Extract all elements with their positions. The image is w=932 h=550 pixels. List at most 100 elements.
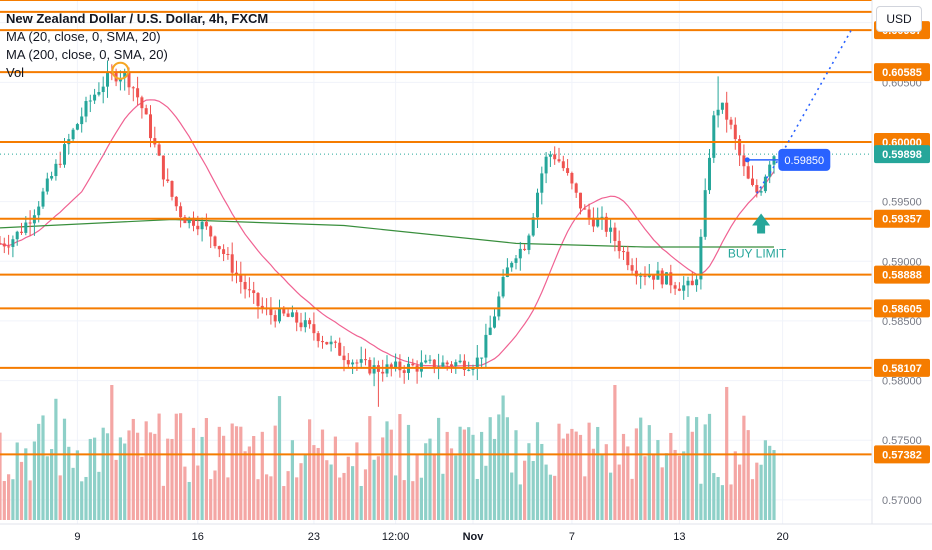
volume-bar bbox=[303, 454, 307, 520]
candle-body bbox=[458, 360, 462, 363]
time-tick-label: 7 bbox=[569, 531, 575, 543]
ma200-legend[interactable]: MA (200, close, 0, SMA, 20) bbox=[6, 47, 168, 62]
candle-body bbox=[695, 279, 699, 286]
volume-bar bbox=[127, 430, 131, 520]
volume-bar bbox=[230, 423, 234, 520]
volume-legend[interactable]: Vol bbox=[6, 65, 25, 80]
candle-body bbox=[136, 88, 140, 98]
candle-body bbox=[24, 222, 28, 233]
level-price-tag[interactable] bbox=[874, 63, 930, 82]
volume-bar bbox=[690, 431, 694, 520]
candle-body bbox=[570, 172, 574, 184]
candle-body bbox=[45, 178, 49, 192]
candle-body bbox=[101, 86, 105, 93]
candle-body bbox=[394, 361, 398, 368]
volume-bar bbox=[252, 436, 256, 520]
volume-bar bbox=[196, 465, 200, 520]
level-price-tag[interactable] bbox=[874, 209, 930, 228]
last-price-tag[interactable] bbox=[874, 145, 930, 164]
volume-bar bbox=[505, 417, 509, 520]
volume-bar bbox=[161, 485, 165, 520]
candle-body bbox=[127, 72, 131, 88]
volume-bar bbox=[389, 429, 393, 520]
order-tag[interactable] bbox=[778, 148, 831, 171]
candle-body bbox=[303, 320, 307, 328]
volume-bar bbox=[200, 436, 204, 520]
volume-bar bbox=[105, 433, 110, 520]
candle-body bbox=[484, 334, 488, 358]
volume-bar bbox=[234, 426, 239, 520]
candle-body bbox=[2, 243, 6, 247]
candle-body bbox=[50, 176, 54, 179]
volume-bar bbox=[308, 419, 312, 520]
volume-bar bbox=[587, 422, 591, 520]
candle-body bbox=[669, 272, 673, 286]
horizontal-levels[interactable] bbox=[0, 0, 872, 545]
price-tick-label: 0.57000 bbox=[882, 495, 922, 507]
volume-bar bbox=[609, 472, 613, 520]
level-price-tag[interactable] bbox=[874, 445, 930, 464]
candle-body bbox=[196, 225, 200, 230]
volume-bar bbox=[260, 431, 264, 520]
level-price-tag[interactable] bbox=[874, 265, 930, 284]
ma200-line bbox=[0, 218, 774, 248]
volume-bar bbox=[733, 451, 737, 520]
time-tick-label: 12:00 bbox=[382, 531, 410, 543]
candle-body bbox=[720, 102, 724, 110]
volume-bar bbox=[222, 435, 226, 520]
candle-body bbox=[733, 124, 737, 140]
candle-body bbox=[381, 371, 385, 374]
volume-bar bbox=[518, 484, 522, 520]
symbol-title[interactable]: New Zealand Dollar / U.S. Dollar, 4h, FX… bbox=[6, 11, 269, 26]
candle-body bbox=[604, 216, 608, 232]
volume-bar bbox=[424, 443, 428, 520]
candle-body bbox=[643, 275, 647, 277]
candle-body bbox=[230, 254, 234, 273]
volume-bar bbox=[256, 479, 260, 520]
volume-bar bbox=[394, 475, 398, 520]
candle-body bbox=[54, 163, 58, 177]
level-price-tag[interactable] bbox=[874, 299, 930, 318]
candle-body bbox=[690, 280, 694, 286]
volume-bar bbox=[101, 427, 105, 520]
volume-bar bbox=[62, 418, 67, 520]
candle-body bbox=[600, 216, 604, 218]
volume-bar bbox=[265, 474, 269, 520]
volume-bar bbox=[643, 456, 647, 520]
candle-body bbox=[488, 327, 492, 335]
candle-body bbox=[179, 206, 183, 218]
candle-body bbox=[338, 342, 342, 356]
volume-bar bbox=[475, 478, 479, 520]
ma20-legend[interactable]: MA (20, close, 0, SMA, 20) bbox=[6, 29, 161, 44]
time-tick-label: 23 bbox=[308, 531, 320, 543]
candle-body bbox=[75, 124, 79, 130]
buy-limit-label: BUY LIMIT bbox=[728, 247, 787, 261]
volume-bar bbox=[630, 478, 634, 520]
level-price-tag[interactable] bbox=[874, 358, 930, 377]
candle-body bbox=[548, 154, 552, 157]
candle-body bbox=[699, 236, 703, 280]
volume-bar bbox=[613, 385, 617, 520]
price-axis[interactable]: 0.610000.605000.600000.595000.590000.585… bbox=[871, 0, 932, 550]
candle-body bbox=[660, 270, 664, 285]
volume-bar bbox=[75, 450, 79, 520]
time-axis[interactable]: 9 16 23 12:00 Nov 7 13 20 bbox=[0, 523, 932, 550]
volume-bar bbox=[15, 442, 19, 520]
candle-body bbox=[299, 322, 303, 328]
time-tick-label: 9 bbox=[74, 531, 80, 543]
candle-body bbox=[333, 341, 337, 343]
volume-bar bbox=[639, 417, 643, 520]
volume-bar bbox=[566, 433, 570, 520]
candle-body bbox=[544, 156, 548, 174]
volume-bar bbox=[652, 454, 656, 520]
candle-body bbox=[617, 240, 621, 252]
volume-bar bbox=[578, 434, 583, 520]
volume-bar bbox=[93, 437, 97, 520]
currency-button[interactable]: USD bbox=[876, 6, 922, 32]
chart-legend: New Zealand Dollar / U.S. Dollar, 4h, FX… bbox=[6, 10, 268, 82]
candle-body bbox=[140, 97, 144, 109]
candle-body bbox=[536, 192, 539, 218]
volume-bar bbox=[153, 433, 157, 520]
